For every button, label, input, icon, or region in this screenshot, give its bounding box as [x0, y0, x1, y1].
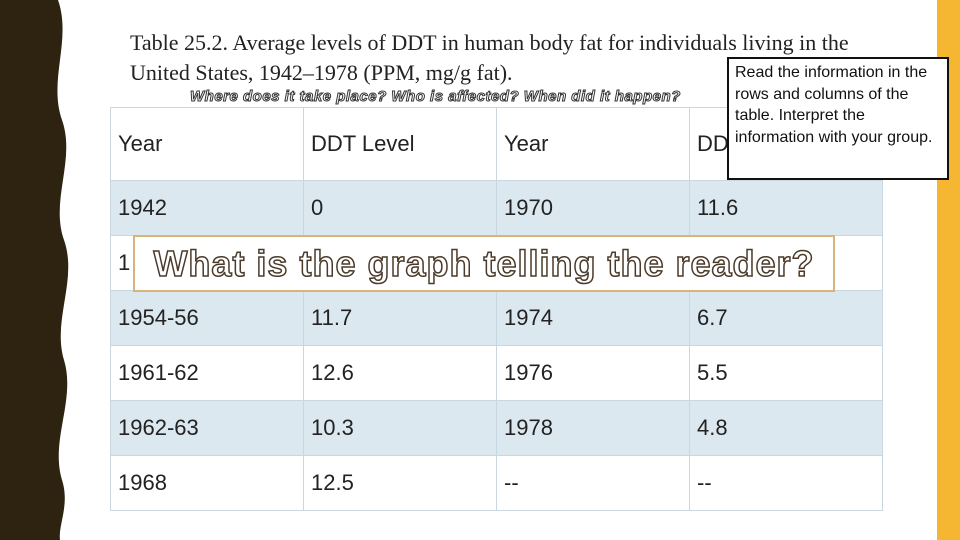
subtitle: Where does it take place? Who is affecte… — [190, 88, 681, 106]
table-cell: -- — [496, 455, 690, 511]
table-cell: 4.8 — [689, 400, 883, 456]
table-cell: 11.7 — [303, 290, 497, 346]
table-cell: 5.5 — [689, 345, 883, 401]
table-cell: 1974 — [496, 290, 690, 346]
table-cell: 1976 — [496, 345, 690, 401]
table-cell: 1962-63 — [110, 400, 304, 456]
header-cell: Year — [496, 107, 690, 181]
table-row: 1962-63 10.3 1978 4.8 — [110, 400, 883, 456]
question-banner: What is the graph telling the reader? — [133, 235, 835, 292]
table-cell: 10.3 — [303, 400, 497, 456]
table-cell: 1978 — [496, 400, 690, 456]
border-shape — [0, 0, 69, 540]
table-cell: 12.5 — [303, 455, 497, 511]
table-cell: 1970 — [496, 180, 690, 236]
table-row: 1961-62 12.6 1976 5.5 — [110, 345, 883, 401]
header-cell: Year — [110, 107, 304, 181]
table-cell: 6.7 — [689, 290, 883, 346]
table-row: 1954-56 11.7 1974 6.7 — [110, 290, 883, 346]
table-cell: 1961-62 — [110, 345, 304, 401]
left-border — [0, 0, 69, 540]
table-cell: 0 — [303, 180, 497, 236]
table-row: 1942 0 1970 11.6 — [110, 180, 883, 236]
table-cell: 1968 — [110, 455, 304, 511]
table-cell: 12.6 — [303, 345, 497, 401]
title: Table 25.2. Average levels of DDT in hum… — [130, 30, 849, 85]
header-cell: DDT Level — [303, 107, 497, 181]
table-cell: 11.6 — [689, 180, 883, 236]
table-cell: 1954-56 — [110, 290, 304, 346]
table-cell: 1942 — [110, 180, 304, 236]
callout: Read the information in the rows and col… — [727, 57, 949, 180]
table-row: 1968 12.5 -- -- — [110, 455, 883, 511]
table-cell: -- — [689, 455, 883, 511]
